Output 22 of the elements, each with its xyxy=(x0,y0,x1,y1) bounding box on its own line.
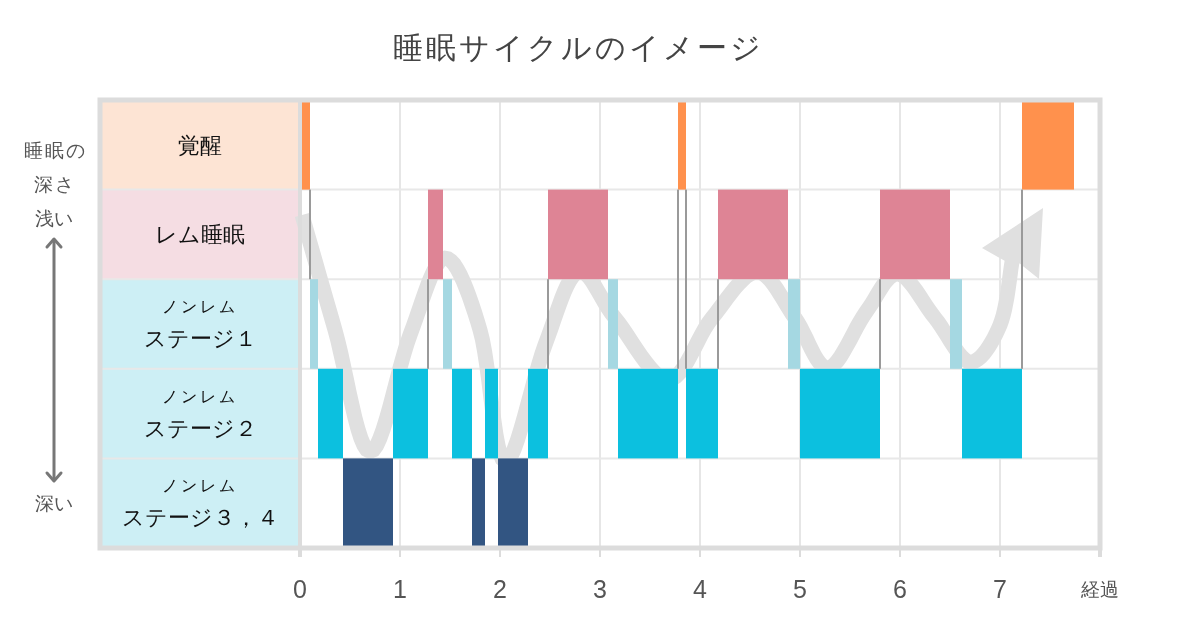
y-axis-title: 睡眠の深さ xyxy=(23,139,87,195)
y-tick-label: 覚醒 xyxy=(178,132,222,158)
bar xyxy=(618,368,678,459)
x-axis-title: 経過 xyxy=(1080,578,1119,600)
x-tick-label: 5 xyxy=(793,575,807,603)
x-tick-label: 6 xyxy=(893,575,907,603)
y-tick-label: ノンレムステージ１ xyxy=(143,297,257,351)
y-tick-label: ノンレムステージ３，４ xyxy=(121,476,279,531)
bar xyxy=(800,368,880,459)
x-tick-label: 7 xyxy=(993,575,1007,603)
y-tick-label: ノンレムステージ２ xyxy=(143,386,257,441)
bar xyxy=(962,368,1022,459)
chart-title: 睡眠サイクルのイメージ xyxy=(392,30,764,65)
x-tick-label: 4 xyxy=(693,575,708,603)
y-tick-label: レム睡眠 xyxy=(155,222,245,248)
x-tick-label: 3 xyxy=(593,575,607,603)
text: 深い xyxy=(35,492,73,514)
x-tick-label: 1 xyxy=(393,575,407,603)
text: 浅い xyxy=(35,207,73,229)
bar xyxy=(686,368,718,459)
x-tick-label: 2 xyxy=(493,575,507,603)
x-tick-label: 0 xyxy=(293,575,307,603)
